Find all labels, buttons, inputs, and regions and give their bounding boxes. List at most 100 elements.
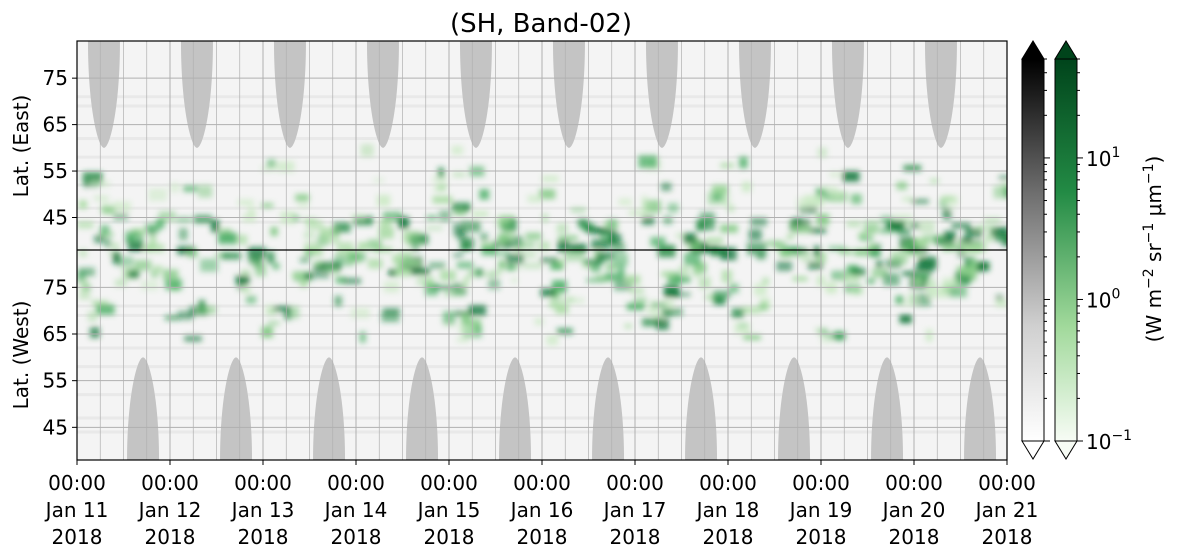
aurora-cell (82, 172, 103, 185)
aurora-cell (960, 268, 975, 277)
aurora-cell (519, 240, 535, 249)
mask-lobe-west (778, 357, 811, 460)
aurora-cell (261, 326, 273, 338)
aurora-cell (267, 320, 280, 326)
aurora-cell (828, 246, 846, 251)
aurora-cell (456, 229, 467, 241)
x-tick-year: 2018 (424, 525, 475, 549)
aurora-cell (912, 272, 929, 282)
aurora-cell (776, 261, 792, 272)
aurora-cell (235, 275, 250, 285)
aurora-cell (663, 216, 673, 225)
y-tick-label: 65 (43, 322, 68, 346)
aurora-cell (973, 241, 987, 253)
aurora-cell (410, 268, 430, 275)
aurora-cell (165, 315, 180, 321)
y-tick-label: 55 (43, 369, 68, 393)
aurora-cell (462, 278, 469, 289)
aurora-cell (255, 264, 267, 277)
aurora-cell (458, 324, 475, 335)
aurora-cell (854, 248, 872, 256)
aurora-cell (910, 222, 920, 229)
aurora-cell (335, 276, 346, 284)
aurora-cell (918, 256, 937, 270)
x-tick-time: 00:00 (978, 471, 1036, 495)
x-tick-year: 2018 (52, 525, 103, 549)
aurora-cell (641, 195, 648, 208)
aurora-cell (268, 309, 277, 315)
aurora-cell (409, 234, 429, 245)
aurora-cell (762, 277, 770, 285)
aurora-cell (334, 295, 342, 307)
aurora-cell (89, 327, 100, 338)
aurora-cell (425, 226, 443, 231)
aurora-cell (525, 232, 542, 240)
x-ticks: 00:00 Jan 11 2018 00:00 Jan 12 2018 00:00 Jan 1… (44, 460, 1038, 549)
aurora-cell (242, 214, 256, 223)
aurora-cell (149, 234, 157, 248)
aurora-cell (183, 185, 198, 192)
aurora-cell (740, 306, 760, 313)
colorbar-label: (W m−2 sr−1 μm−1) (1141, 156, 1166, 343)
aurora-cell (196, 305, 217, 314)
aurora-cell (432, 175, 448, 184)
aurora-cell (731, 308, 744, 318)
mask-lobe-east (273, 41, 306, 148)
aurora-cell (158, 211, 176, 222)
aurora-cell (897, 229, 911, 236)
aurora-cell (995, 299, 1007, 307)
y-tick-label: 45 (43, 415, 68, 439)
aurora-cell (928, 287, 948, 298)
aurora-cell (720, 224, 738, 233)
aurora-cell (503, 229, 514, 241)
colorbar-green (1054, 40, 1078, 460)
aurora-cell (96, 304, 115, 315)
aurora-cell (437, 184, 447, 191)
aurora-cell (743, 334, 761, 340)
aurora-cell (556, 328, 573, 335)
aurora-cell (870, 250, 881, 258)
aurora-cell (674, 276, 691, 283)
aurora-cell (611, 242, 626, 253)
aurora-cell (261, 203, 274, 208)
aurora-cell (221, 252, 241, 260)
aurora-cell (930, 178, 940, 184)
aurora-cell (148, 227, 156, 236)
aurora-cell (614, 278, 633, 291)
aurora-cell (606, 252, 615, 258)
aurora-cell (951, 222, 971, 229)
aurora-cell (504, 235, 523, 248)
aurora-cell (832, 190, 844, 198)
colorbar-grey-body (1021, 58, 1045, 442)
aurora-cell (461, 313, 470, 325)
aurora-cell (498, 260, 506, 269)
aurora-cell (187, 248, 198, 258)
aurora-cell (727, 205, 735, 212)
aurora-cell (827, 332, 846, 340)
x-tick-time: 00:00 (699, 471, 757, 495)
aurora-cell (488, 279, 500, 290)
colorbar-tick-label: 101 (1086, 145, 1120, 171)
aurora-cell (261, 166, 274, 172)
aurora-cell (656, 318, 669, 330)
chart-title: (SH, Band-02) (450, 9, 632, 39)
aurora-cell (320, 226, 339, 235)
aurora-cell (902, 240, 921, 252)
aurora-cell (626, 275, 641, 285)
aurora-cell (539, 189, 556, 200)
aurora-cell (112, 201, 131, 212)
aurora-cell (497, 233, 507, 245)
mask-lobe-west (964, 357, 997, 460)
x-tick-year: 2018 (238, 525, 289, 549)
aurora-cell (438, 167, 445, 179)
mask-lobe-east (366, 41, 399, 148)
aurora-cell (919, 220, 935, 233)
aurora-cell (713, 290, 731, 299)
aurora-cell (522, 262, 543, 269)
aurora-cell (284, 309, 292, 320)
aurora-cell (558, 235, 578, 241)
ylabel-west: Lat. (West) (9, 301, 33, 410)
aurora-cell (461, 221, 481, 233)
aurora-cell (596, 252, 610, 259)
x-tick-day: Jan 12 (137, 498, 202, 522)
